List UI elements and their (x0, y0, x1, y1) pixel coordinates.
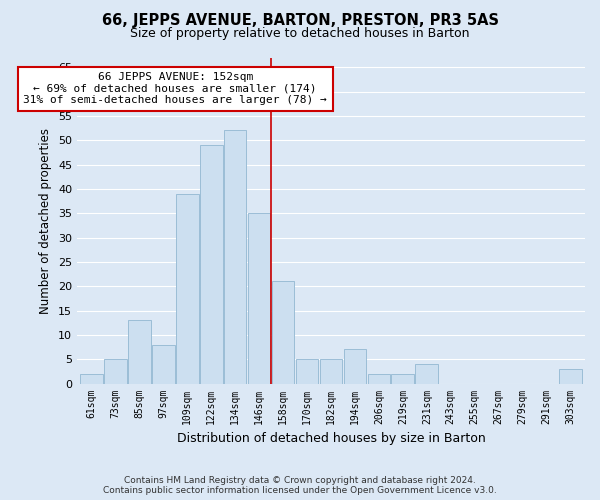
Text: 66, JEPPS AVENUE, BARTON, PRESTON, PR3 5AS: 66, JEPPS AVENUE, BARTON, PRESTON, PR3 5… (101, 12, 499, 28)
Bar (344, 350, 367, 384)
X-axis label: Distribution of detached houses by size in Barton: Distribution of detached houses by size … (176, 432, 485, 445)
Bar (224, 130, 247, 384)
Bar (391, 374, 414, 384)
Bar (415, 364, 438, 384)
Bar (80, 374, 103, 384)
Text: 66 JEPPS AVENUE: 152sqm
← 69% of detached houses are smaller (174)
31% of semi-d: 66 JEPPS AVENUE: 152sqm ← 69% of detache… (23, 72, 327, 106)
Bar (104, 359, 127, 384)
Bar (128, 320, 151, 384)
Bar (248, 213, 271, 384)
Bar (176, 194, 199, 384)
Bar (559, 369, 582, 384)
Bar (272, 282, 295, 384)
Bar (152, 344, 175, 384)
Bar (200, 145, 223, 384)
Y-axis label: Number of detached properties: Number of detached properties (40, 128, 52, 314)
Bar (368, 374, 390, 384)
Bar (296, 359, 319, 384)
Text: Size of property relative to detached houses in Barton: Size of property relative to detached ho… (130, 28, 470, 40)
Text: Contains HM Land Registry data © Crown copyright and database right 2024.
Contai: Contains HM Land Registry data © Crown c… (103, 476, 497, 495)
Bar (320, 359, 343, 384)
